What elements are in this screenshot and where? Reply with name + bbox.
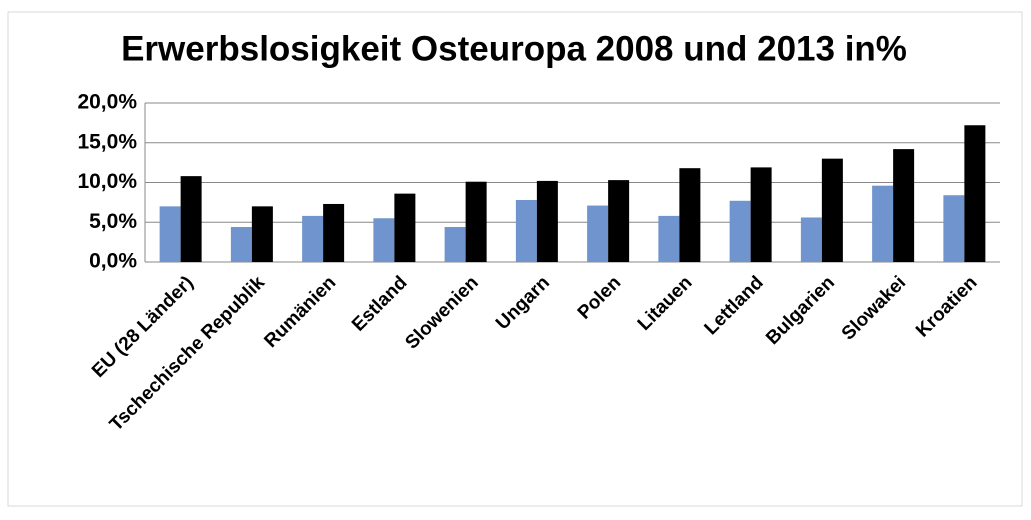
bar	[729, 200, 751, 262]
bar	[608, 180, 630, 262]
bar	[679, 168, 701, 262]
bar	[872, 185, 894, 262]
bar	[658, 215, 680, 262]
chart-title: Erwerbslosigkeit Osteuropa 2008 und 2013…	[121, 29, 907, 68]
bar	[800, 217, 822, 262]
bar	[444, 227, 466, 262]
bar	[821, 158, 843, 262]
y-tick-label: 10,0%	[77, 170, 137, 193]
bar	[943, 195, 965, 262]
bar	[180, 176, 202, 262]
bar	[251, 206, 273, 262]
y-tick-label: 20,0%	[77, 91, 137, 114]
bar	[159, 206, 181, 262]
bar	[750, 167, 772, 262]
bar	[515, 199, 537, 262]
bar	[394, 193, 416, 262]
bar	[465, 181, 487, 262]
bar	[373, 218, 395, 262]
bar	[893, 149, 915, 262]
bar	[323, 203, 345, 262]
y-tick-label: 15,0%	[77, 130, 137, 153]
y-tick-label: 5,0%	[89, 210, 137, 233]
bar	[964, 125, 986, 262]
y-tick-label: 0,0%	[89, 250, 137, 273]
bar	[302, 215, 324, 262]
bar	[587, 205, 609, 262]
bar	[536, 180, 558, 262]
bar	[230, 227, 252, 262]
